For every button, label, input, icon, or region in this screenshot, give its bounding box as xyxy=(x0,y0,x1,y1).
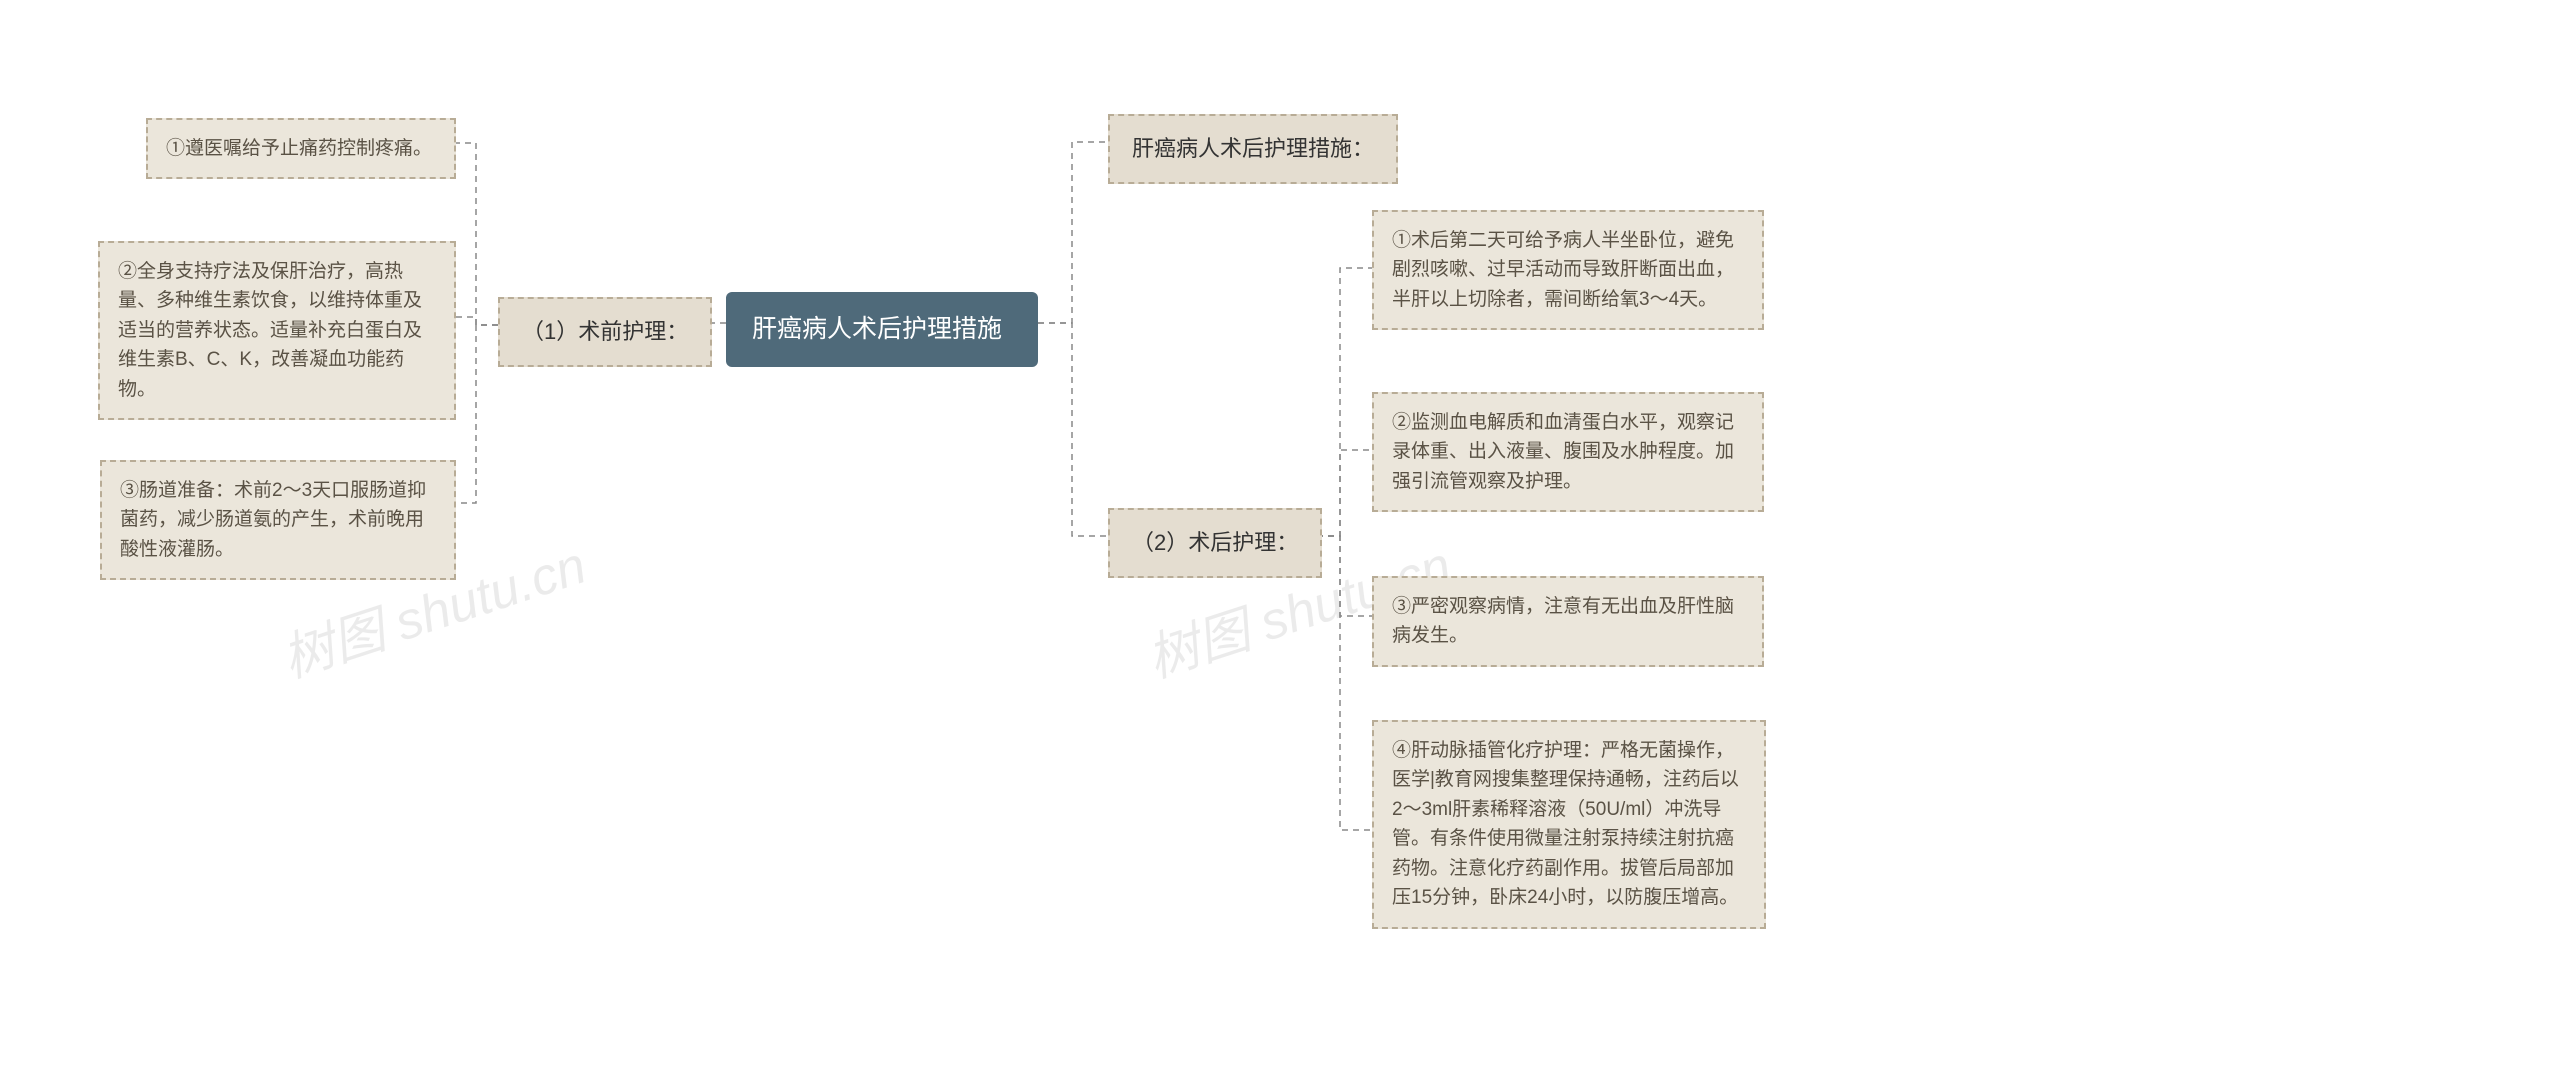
branch-title: 肝癌病人术后护理措施： xyxy=(1108,114,1398,184)
branch-postop: （2）术后护理： xyxy=(1108,508,1322,578)
postop-item-3: ③严密观察病情，注意有无出血及肝性脑病发生。 xyxy=(1372,576,1764,667)
postop-item-1: ①术后第二天可给予病人半坐卧位，避免剧烈咳嗽、过早活动而导致肝断面出血，半肝以上… xyxy=(1372,210,1764,330)
preop-item-3: ③肠道准备：术前2～3天口服肠道抑菌药，减少肠道氨的产生，术前晚用酸性液灌肠。 xyxy=(100,460,456,580)
preop-item-2: ②全身支持疗法及保肝治疗，高热量、多种维生素饮食，以维持体重及适当的营养状态。适… xyxy=(98,241,456,420)
branch-preop: （1）术前护理： xyxy=(498,297,712,367)
preop-item-1: ①遵医嘱给予止痛药控制疼痛。 xyxy=(146,118,456,179)
center-node: 肝癌病人术后护理措施 xyxy=(726,292,1038,367)
postop-item-2: ②监测血电解质和血清蛋白水平，观察记录体重、出入液量、腹围及水肿程度。加强引流管… xyxy=(1372,392,1764,512)
postop-item-4: ④肝动脉插管化疗护理：严格无菌操作，医学|教育网搜集整理保持通畅，注药后以2～3… xyxy=(1372,720,1766,929)
